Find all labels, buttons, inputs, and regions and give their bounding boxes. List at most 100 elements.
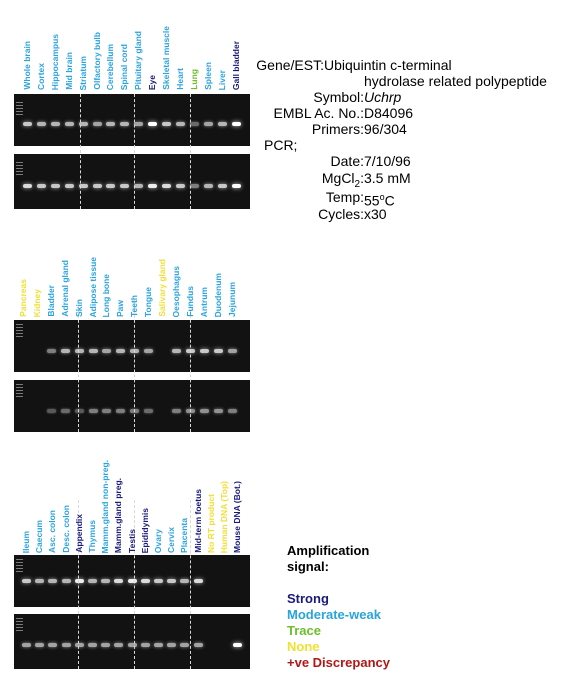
gel-band (171, 349, 181, 353)
mgcl2-value: 3.5 mM (364, 170, 411, 186)
gel-band (189, 122, 199, 126)
lane-label: Lung (188, 69, 199, 90)
lane-label: Olfactory bulb (91, 32, 102, 90)
gel-band (48, 643, 58, 647)
ladder-marker (16, 618, 23, 633)
lane-label: Spinal cord (119, 43, 130, 90)
panel3-gel-top (14, 555, 250, 607)
legend-none: None (287, 639, 320, 654)
gel-band (140, 643, 150, 647)
lane-label: Salivary gland (157, 259, 167, 317)
lane-label: Eye (147, 74, 158, 90)
lane-label: Adipose tissue (87, 256, 98, 317)
date-value: 7/10/96 (364, 153, 411, 169)
gel-band (36, 184, 46, 188)
gel-band (134, 122, 144, 126)
gel-band (22, 579, 31, 583)
lane-label: Heart (174, 68, 185, 90)
gel-band (154, 643, 163, 647)
gel-band (48, 579, 58, 583)
gel-band (144, 349, 154, 353)
legend-moderate-weak: Moderate-weak (287, 607, 381, 622)
legend-strong: Strong (287, 591, 329, 606)
gel-band (199, 409, 209, 413)
gel-band (148, 184, 158, 188)
gel-band (114, 579, 124, 583)
gel-band (88, 643, 97, 647)
gel-band (92, 184, 102, 188)
gel-band (88, 579, 97, 583)
lane-label: Mamm.gland non-preg. (100, 459, 111, 554)
gel-band (35, 643, 45, 647)
lane-label: Long bone (101, 273, 112, 317)
lane-label: Ileum (21, 530, 31, 553)
lane-label: Paw (115, 299, 126, 317)
primers-label: Primers: (311, 121, 364, 137)
gel-band (127, 643, 137, 647)
lane-label: Asc. colon (47, 510, 58, 553)
gel-band (101, 643, 111, 647)
panel2-divider-1 (78, 300, 79, 432)
temp-label: Temp: (325, 189, 364, 205)
symbol-label: Symbol: (313, 89, 364, 105)
pcr-info-block: Gene/EST: Ubiquintin c-terminal hydrolas… (256, 57, 562, 227)
lane-label: Teeth (129, 294, 140, 317)
gel-band (74, 579, 84, 583)
lane-label: Cervix (166, 527, 177, 553)
lane-label: Duodenum (212, 272, 223, 317)
gel-band (175, 122, 185, 126)
gel-band (102, 409, 112, 413)
lane-label: Mid brain (63, 52, 74, 90)
ladder-marker (16, 559, 23, 574)
gel-band (23, 184, 32, 188)
gel-band (193, 643, 203, 647)
lane-label: Whole brain (22, 41, 32, 90)
lane-label: Antrum (198, 286, 209, 317)
gel-band (120, 184, 130, 188)
amplification-legend: Amplification signal: Strong Moderate-we… (287, 543, 390, 671)
lane-label: Bladder (45, 285, 56, 317)
gene-est-value-line2: hydrolase related polypeptide (364, 73, 547, 89)
gel-band (61, 643, 71, 647)
gel-band (144, 409, 154, 413)
gel-band (231, 122, 241, 126)
gel-band (106, 184, 116, 188)
lane-label: Thymus (87, 520, 97, 553)
lane-label: No RT product (205, 493, 216, 553)
lane-label: Mid-term foetus (192, 489, 203, 553)
gel-band (102, 349, 112, 353)
lane-label: Kidney (31, 288, 42, 317)
legend-title-line1: Amplification (287, 543, 370, 558)
lane-label: Pancreas (18, 279, 28, 317)
gel-band (154, 579, 163, 583)
gel-band (74, 643, 84, 647)
lane-label: Ovary (153, 528, 163, 553)
gel-band (60, 409, 70, 413)
gel-band (74, 409, 84, 413)
lane-label: Gall bladder (230, 40, 241, 90)
embl-label: EMBL Ac. No.: (273, 105, 364, 121)
embl-value: D84096 (364, 105, 414, 121)
lane-label: Human DNA (Top) (219, 480, 229, 553)
lane-label: Cerebellum (105, 43, 116, 90)
ladder-marker (16, 324, 23, 339)
lane-label: Cortex (35, 63, 46, 90)
gel-band (23, 122, 32, 126)
gel-band (64, 184, 74, 188)
ladder-marker (16, 162, 23, 177)
gel-band (167, 579, 177, 583)
gel-band (233, 643, 243, 647)
panel3-divider-1 (78, 500, 79, 669)
gel-band (61, 579, 71, 583)
gel-band (175, 184, 185, 188)
legend-discrepancy: +ve Discrepancy (287, 655, 390, 670)
gel-band (199, 349, 209, 353)
lane-label: Liver (216, 69, 227, 90)
gel-band (217, 122, 227, 126)
gel-band (74, 349, 84, 353)
gel-band (88, 409, 98, 413)
ladder-marker (16, 384, 23, 399)
panel1-divider-2 (134, 94, 135, 209)
lane-label: Epididymis (139, 507, 150, 553)
